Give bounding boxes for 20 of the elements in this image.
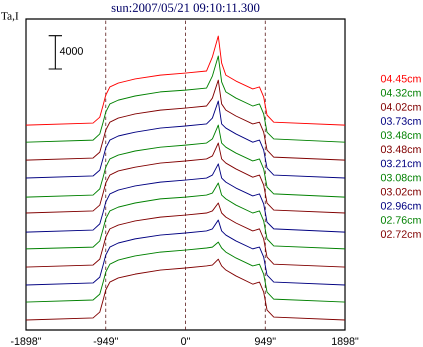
- x-tick-label: 949": [254, 337, 276, 345]
- text: 04.02cm: [380, 103, 421, 111]
- text: 03.73cm: [380, 117, 421, 125]
- x-tick-label: -949": [94, 337, 118, 345]
- text: 03.08cm: [380, 174, 421, 182]
- text: 04.45cm: [380, 74, 421, 82]
- text: 04.32cm: [380, 89, 421, 97]
- y-axis-title: Ta,I: [1, 12, 18, 22]
- x-tick-label: 0": [181, 337, 190, 345]
- x-tick-label: -1898": [10, 337, 42, 345]
- text: 03.02cm: [380, 188, 421, 196]
- text: 03.48cm: [380, 146, 421, 154]
- x-tick-label: 1898": [332, 337, 358, 345]
- text: 02.76cm: [380, 216, 421, 224]
- text: 02.96cm: [380, 202, 421, 210]
- text: 02.72cm: [380, 230, 421, 238]
- text: 03.21cm: [380, 160, 421, 168]
- text: 03.48cm: [380, 131, 421, 139]
- annotation: 4000: [60, 47, 83, 55]
- chart-title: sun:2007/05/21 09:10:11.300: [112, 3, 260, 12]
